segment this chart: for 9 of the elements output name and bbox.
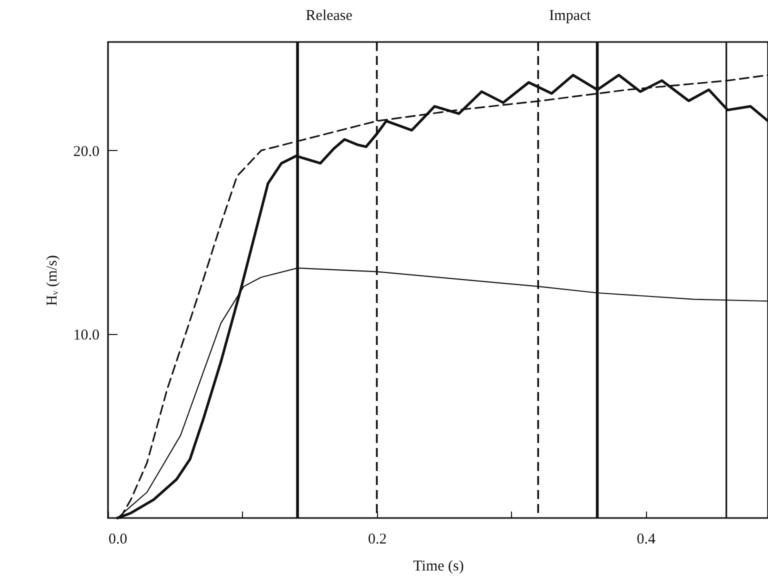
text: Release (306, 8, 353, 24)
x-tick-label: 0.2 (368, 532, 387, 548)
y-tick-label: 10.0 (73, 328, 100, 344)
x-tick-label: 0.4 (636, 532, 656, 548)
x-tick-label: 0.0 (108, 532, 128, 548)
text: Impact (549, 8, 592, 24)
y-axis-title: Hᵥ (m/s) (44, 255, 60, 306)
y-tick-label: 20.0 (73, 144, 100, 160)
x-axis-title: Time (s) (413, 558, 464, 574)
